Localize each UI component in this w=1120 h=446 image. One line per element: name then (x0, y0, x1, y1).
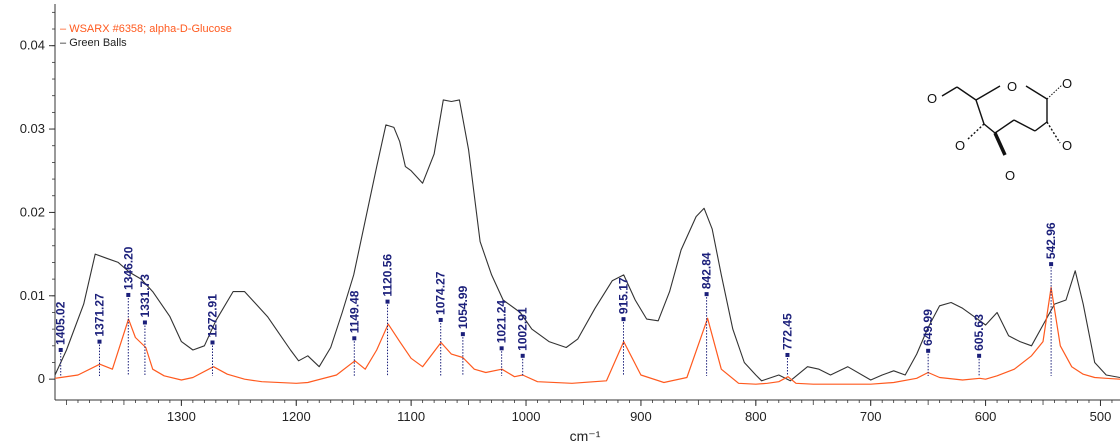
legend-marker-2: – (60, 37, 69, 49)
peak-marker-dot (785, 352, 790, 357)
peak-marker-dot (1049, 262, 1054, 267)
axis-ticks: 1300 1200 1100 1000 900 800 700 600 500 0 0.01 0.02… (20, 11, 1113, 424)
peak-label: 1074.27 (434, 271, 448, 315)
peak-marker-dot (210, 340, 215, 345)
peak-label: 1346.20 (121, 246, 135, 290)
peak-label: 1272.91 (205, 294, 219, 338)
c2-oxygen-atom: O (1062, 138, 1072, 153)
peak-marker-dot (58, 347, 63, 352)
y-tick-label: 0.03 (20, 121, 45, 136)
legend-entry-2: – Green Balls (60, 37, 127, 49)
peak-label: 1054.99 (456, 285, 470, 329)
x-tick-label: 800 (745, 409, 767, 424)
peak-marker-dot (97, 339, 102, 344)
peak-marker-dot (621, 317, 626, 322)
x-axis-label: cm⁻¹ (570, 428, 601, 444)
peak-label: 915.17 (616, 277, 630, 314)
legend-label-1: WSARX #6358; alpha-D-Glucose (69, 23, 232, 35)
peak-marker-dot (499, 346, 504, 351)
peak-label: 842.84 (700, 252, 714, 289)
peak-label: 1021.24 (495, 300, 509, 344)
x-tick-label: 700 (860, 409, 882, 424)
c4-oxygen-atom: O (955, 138, 965, 153)
peak-label: 1405.02 (54, 301, 68, 345)
peak-label: 542.96 (1044, 222, 1058, 259)
peak-label: 1120.56 (381, 254, 395, 297)
peak-label: 1331.73 (138, 274, 152, 318)
anomeric-oxygen-atom: O (1062, 76, 1072, 91)
legend: – WSARX #6358; alpha-D-Glucose – Green B… (60, 23, 232, 49)
x-tick-label: 500 (1090, 409, 1112, 424)
series-line-green-balls (54, 99, 1120, 382)
peak-marker-dot (704, 292, 709, 297)
series-layer (54, 99, 1120, 385)
y-tick-label: 0.04 (20, 38, 45, 53)
y-tick-label: 0.02 (20, 204, 45, 219)
x-tick-label: 1100 (397, 409, 425, 424)
legend-label-2: Green Balls (69, 37, 127, 49)
ch2oh-oxygen-atom: O (927, 91, 937, 106)
legend-marker-1: – (60, 23, 69, 35)
series-line-glucose (54, 286, 1120, 385)
ring-oxygen-atom: O (1007, 79, 1017, 94)
peak-marker-dot (460, 332, 465, 337)
peak-label: 772.45 (780, 313, 794, 350)
peak-marker-dot (520, 353, 525, 358)
x-tick-label: 1000 (512, 409, 541, 424)
x-tick-label: 600 (975, 409, 997, 424)
peak-label: 605.63 (972, 314, 986, 351)
peak-marker-dot (352, 336, 357, 341)
peak-label: 1371.27 (92, 293, 106, 337)
peak-label: 649.99 (921, 309, 935, 346)
axes (54, 4, 1120, 401)
y-tick-label: 0 (38, 371, 45, 386)
x-tick-label: 1300 (167, 409, 196, 424)
legend-entry-1: – WSARX #6358; alpha-D-Glucose (60, 23, 232, 35)
x-tick-label: 900 (630, 409, 652, 424)
y-tick-label: 0.01 (20, 288, 45, 303)
peak-marker-dot (977, 353, 982, 358)
peak-marker-dot (385, 299, 390, 304)
peak-marker-dot (438, 317, 443, 322)
glucose-structure-icon: O O O O O O (927, 76, 1072, 183)
peak-marker-dot (926, 348, 931, 353)
peak-marker-dot (142, 320, 147, 325)
x-tick-label: 1200 (282, 409, 311, 424)
peak-marker-dot (126, 292, 131, 297)
peak-label: 1002.91 (516, 307, 530, 351)
peak-label: 1149.48 (347, 290, 361, 333)
c3-oxygen-atom: O (1005, 168, 1015, 183)
